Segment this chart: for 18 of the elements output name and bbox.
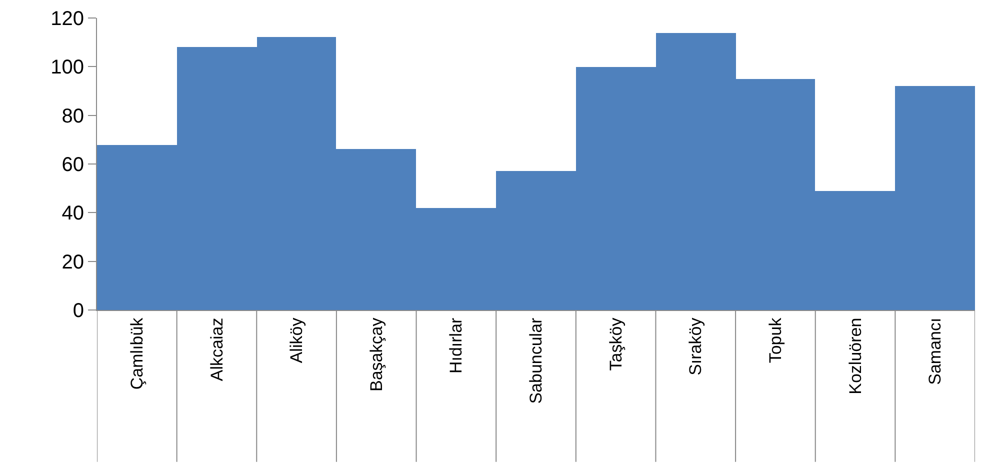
y-tick-label: 20 [62, 251, 84, 274]
x-tick-label: Başakçay [366, 317, 386, 392]
x-tick-label: Sıraköy [686, 317, 706, 376]
x-tick-label: Taşköy [606, 317, 626, 371]
y-tick-label: 60 [62, 154, 84, 176]
y-tick-label: 40 [62, 202, 84, 225]
x-tick-label: Çamlıbük [127, 317, 146, 390]
x-tick-label: Alkcaiaz [207, 318, 226, 382]
x-tick-label: Sabuncular [526, 317, 546, 404]
x-tick-label: Hıdırlar [446, 317, 466, 374]
y-tick-label: 0 [72, 300, 84, 322]
y-tick-label: 80 [62, 105, 84, 128]
x-tick-label: Samancı [926, 318, 945, 385]
x-tick-label: Aliköy [287, 317, 306, 364]
y-tick-label: 120 [50, 8, 84, 30]
y-tick-label: 100 [50, 56, 84, 79]
x-tick-label: Kozluören [846, 318, 865, 394]
x-tick-label: Topuk [766, 317, 785, 364]
